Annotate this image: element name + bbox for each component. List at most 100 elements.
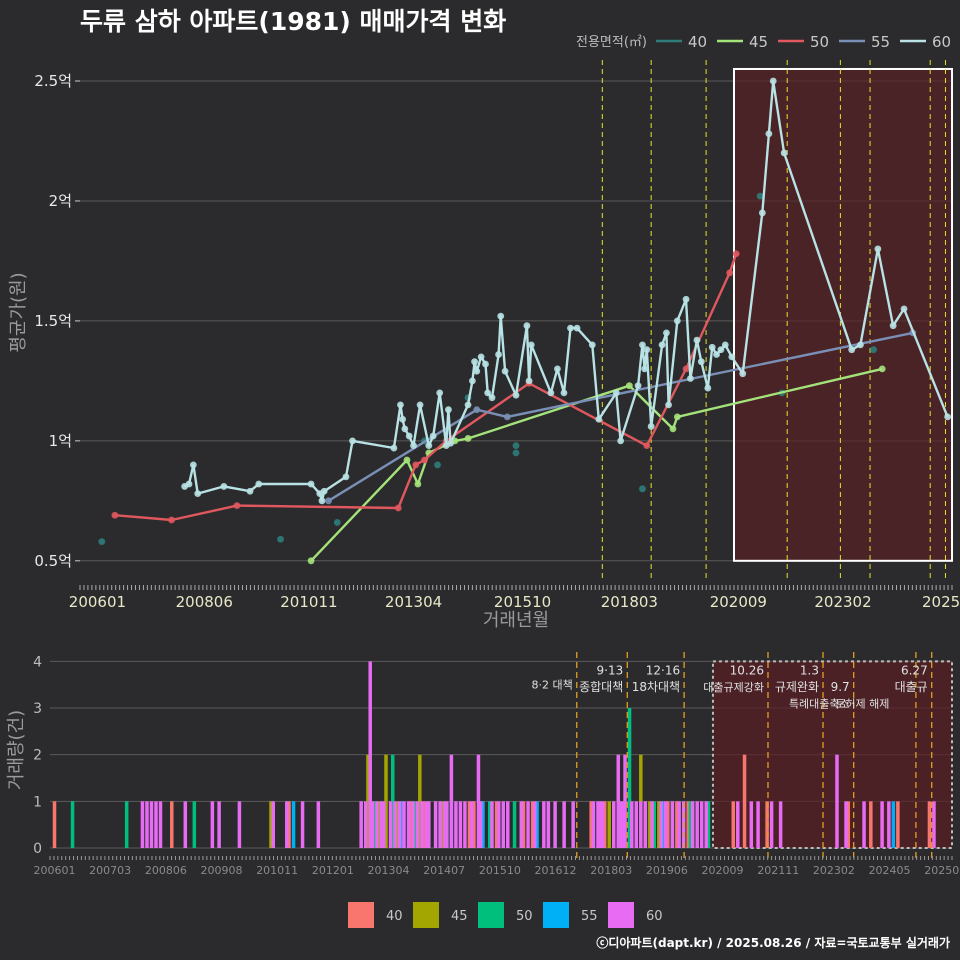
data-point-60 (612, 389, 620, 397)
volume-bar-50 (124, 801, 129, 848)
volume-bar-40 (472, 801, 476, 848)
data-point-50 (726, 269, 734, 277)
data-point-50 (421, 456, 428, 464)
volume-bar-60 (542, 801, 546, 848)
bar-y-axis-label: 거래량(건) (6, 710, 27, 790)
data-point-50 (394, 504, 402, 512)
data-point-50 (233, 502, 241, 510)
y-tick-label: 0.5억 (34, 552, 72, 570)
volume-bar-60 (217, 801, 221, 848)
data-point-50 (643, 442, 651, 450)
volume-bar-45 (440, 801, 445, 848)
data-point-60 (425, 442, 433, 450)
volume-bar-60 (496, 801, 501, 848)
bar-x-tick-label: 200703 (89, 864, 131, 877)
data-point-60 (469, 377, 476, 385)
volume-bar-55 (400, 801, 404, 848)
policy-annotation: 9.7 (831, 680, 850, 694)
volume-bar-60 (612, 801, 616, 848)
volume-bar-50 (688, 801, 693, 848)
volume-bar-60 (454, 801, 458, 848)
data-point-60 (665, 401, 672, 409)
volume-bar-50 (706, 801, 711, 848)
x-tick-label: 201510 (494, 593, 551, 611)
volume-bar-60 (271, 801, 275, 848)
volume-bar-60 (445, 801, 449, 848)
volume-bar-60 (420, 801, 424, 848)
data-point-50 (111, 511, 119, 519)
bar-x-tick-label: 201510 (479, 864, 521, 877)
data-point-60 (900, 305, 908, 313)
volume-bar-60 (469, 801, 474, 848)
volume-bar-60 (397, 801, 402, 848)
volume-bar-60 (880, 801, 884, 848)
volume-bar-60 (381, 801, 386, 848)
bar-x-tick-label: 201407 (423, 864, 465, 877)
volume-bar-40 (927, 801, 932, 848)
bar-x-tick-label: 201612 (535, 864, 577, 877)
data-point-60 (647, 423, 655, 430)
volume-bar-60 (359, 801, 363, 848)
volume-bar-60 (639, 801, 643, 848)
data-point-60 (473, 367, 481, 375)
data-point-60 (246, 487, 254, 495)
data-point-60 (617, 437, 625, 445)
data-point-55 (503, 413, 511, 421)
volume-bar-50 (652, 801, 657, 848)
volume-bar-60 (375, 801, 379, 848)
volume-bar-50 (391, 754, 395, 848)
volume-bar-55 (891, 801, 896, 848)
data-point-60 (399, 415, 407, 423)
volume-bar-60 (690, 801, 695, 848)
data-point-45 (403, 456, 411, 464)
data-point-60 (436, 389, 444, 397)
bar-x-tick-label: 202111 (757, 864, 799, 877)
data-point-60 (708, 343, 716, 351)
data-point-45 (464, 435, 472, 442)
data-point-40 (639, 485, 646, 493)
bar-x-tick-label: 200601 (34, 864, 76, 877)
volume-bar-60 (406, 801, 411, 848)
volume-bar-60 (616, 754, 621, 848)
data-point-60 (501, 367, 509, 375)
highlight-box (733, 67, 953, 562)
data-point-60 (697, 358, 705, 366)
chart-title: 두류 삼하 아파트(1981) 매매가격 변화 (80, 7, 506, 36)
data-point-50 (168, 516, 175, 524)
data-point-55 (473, 406, 481, 414)
data-point-60 (713, 351, 720, 358)
volume-bar-40 (52, 801, 57, 848)
bar-x-tick-label: 202508 (924, 864, 960, 877)
data-point-60 (405, 432, 413, 440)
volume-bar-60 (476, 754, 481, 848)
data-point-60 (944, 413, 952, 421)
data-point-60 (255, 480, 263, 488)
volume-bar-60 (643, 801, 648, 848)
volume-bar-40 (869, 801, 873, 848)
volume-bar-60 (756, 801, 760, 848)
bar-x-tick-label: 201304 (368, 864, 410, 877)
volume-bar-60 (490, 801, 494, 848)
data-point-60 (482, 360, 489, 368)
volume-bar-40 (731, 801, 736, 848)
volume-bar-60 (526, 801, 530, 848)
bar-legend-label-45: 45 (451, 909, 468, 924)
data-point-60 (721, 341, 729, 349)
data-point-60 (397, 401, 404, 409)
volume-bar-60 (571, 801, 575, 848)
policy-annotation: 10.26 (730, 664, 764, 678)
bar-legend-label-60: 60 (646, 909, 663, 924)
volume-bar-60 (442, 801, 447, 848)
data-point-60 (320, 487, 328, 495)
data-point-60 (410, 442, 417, 450)
data-point-45 (878, 365, 886, 373)
data-point-60 (728, 353, 736, 361)
data-point-60 (573, 324, 581, 332)
volume-bar-60 (519, 801, 524, 848)
volume-bar-40 (467, 801, 472, 848)
data-point-60 (554, 365, 561, 373)
volume-bar-40 (589, 801, 593, 848)
